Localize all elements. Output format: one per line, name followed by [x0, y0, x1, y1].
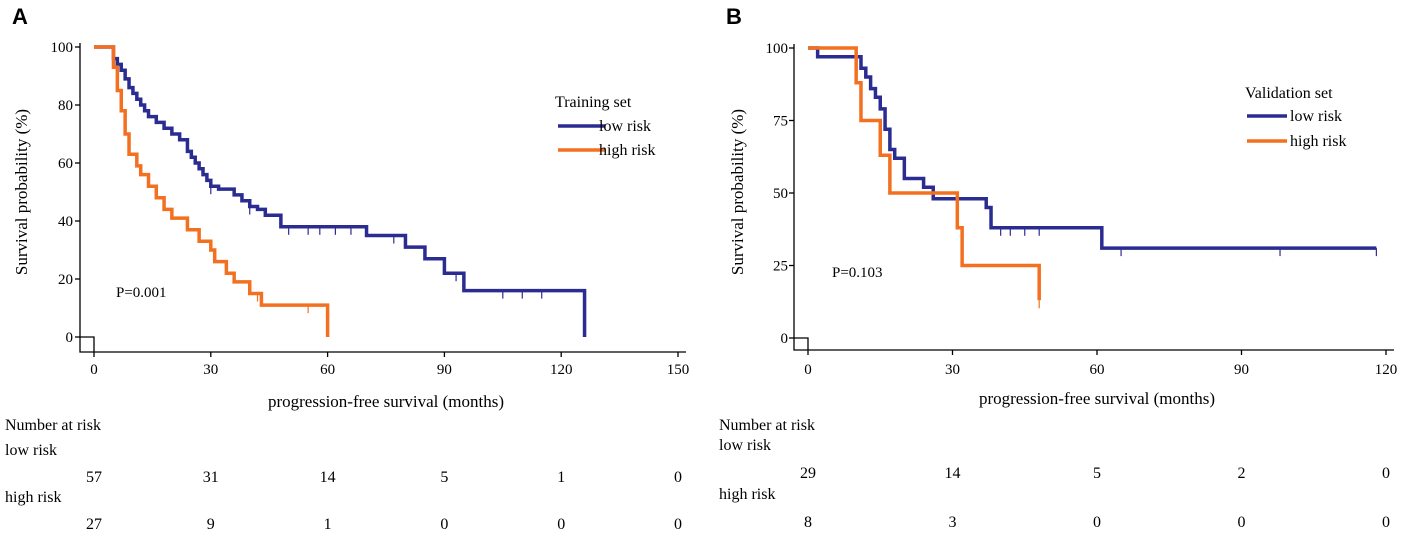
panel-letter-b: B — [726, 4, 742, 29]
risk-group-label-low-risk-b: low risk — [719, 437, 771, 454]
y-tick-label-a: 20 — [58, 272, 73, 288]
panel-letter-a: A — [12, 4, 28, 29]
risk-count-low-risk-b: 2 — [1238, 465, 1246, 482]
risk-count-low-risk-a: 5 — [440, 469, 448, 486]
y-tick-label-b: 25 — [773, 259, 788, 275]
y-tick-label-a: 0 — [66, 330, 74, 346]
risk-count-low-risk-b: 0 — [1382, 465, 1390, 482]
risk-group-label-high-risk-a: high risk — [5, 489, 61, 506]
risk-count-low-risk-a: 14 — [320, 469, 336, 486]
y-tick-label-b: 50 — [773, 186, 788, 202]
legend-title-b: Validation set — [1245, 85, 1333, 102]
risk-count-high-risk-a: 9 — [207, 516, 215, 533]
axes-a — [79, 43, 686, 353]
x-tick-label-b: 0 — [804, 362, 812, 378]
x-tick-label-a: 120 — [550, 362, 573, 378]
x-tick-label-a: 0 — [90, 362, 98, 378]
axes-b — [793, 44, 1394, 351]
y-tick-label-b: 75 — [773, 114, 788, 130]
legend-label-low-risk-b: low risk — [1290, 108, 1342, 125]
risk-count-low-risk-b: 14 — [945, 465, 961, 482]
risk-table-title-a: Number at risk — [5, 417, 101, 434]
legend-title-a: Training set — [555, 94, 632, 111]
y-axis-title-b: Survival probability (%) — [728, 109, 747, 275]
km-curve-high-risk-a — [94, 45, 330, 337]
risk-count-high-risk-a: 1 — [324, 516, 332, 533]
p-value-a: P=0.001 — [116, 285, 167, 301]
y-tick-label-a: 40 — [58, 214, 73, 230]
km-curve-high-risk-b — [808, 46, 1041, 301]
y-tick-label-b: 100 — [766, 41, 789, 57]
p-value-b: P=0.103 — [832, 265, 883, 281]
risk-count-high-risk-b: 3 — [949, 514, 957, 531]
y-axis-title-a: Survival probability (%) — [12, 109, 31, 275]
risk-count-high-risk-a: 0 — [674, 516, 682, 533]
x-tick-label-b: 120 — [1375, 362, 1398, 378]
risk-count-low-risk-a: 0 — [674, 469, 682, 486]
risk-count-high-risk-b: 0 — [1238, 514, 1246, 531]
legend-label-low-risk-a: low risk — [599, 118, 651, 135]
risk-group-label-low-risk-a: low risk — [5, 442, 57, 459]
x-tick-label-a: 60 — [320, 362, 335, 378]
risk-count-low-risk-b: 5 — [1093, 465, 1101, 482]
risk-count-low-risk-a: 57 — [86, 469, 102, 486]
axis-corner-b — [794, 337, 809, 350]
risk-table-title-b: Number at risk — [719, 417, 815, 434]
y-tick-label-a: 100 — [51, 40, 74, 56]
risk-count-low-risk-b: 29 — [800, 465, 816, 482]
risk-count-low-risk-a: 31 — [203, 469, 219, 486]
x-tick-label-a: 150 — [667, 362, 690, 378]
x-axis-title-a: progression-free survival (months) — [268, 392, 504, 411]
risk-count-high-risk-b: 0 — [1382, 514, 1390, 531]
risk-count-high-risk-b: 8 — [804, 514, 812, 531]
km-curve-low-risk-a — [94, 45, 587, 337]
km-curve-low-risk-b — [808, 46, 1377, 250]
x-tick-label-b: 60 — [1090, 362, 1105, 378]
y-tick-label-a: 80 — [58, 98, 73, 114]
risk-group-label-high-risk-b: high risk — [719, 486, 775, 503]
legend-label-high-risk-a: high risk — [599, 142, 655, 159]
x-tick-label-a: 30 — [203, 362, 218, 378]
y-tick-label-a: 60 — [58, 156, 73, 172]
risk-count-high-risk-a: 0 — [440, 516, 448, 533]
risk-count-high-risk-b: 0 — [1093, 514, 1101, 531]
x-tick-label-b: 90 — [1234, 362, 1249, 378]
x-tick-label-b: 30 — [945, 362, 960, 378]
risk-count-high-risk-a: 0 — [557, 516, 565, 533]
x-tick-label-a: 90 — [437, 362, 452, 378]
risk-count-high-risk-a: 27 — [86, 516, 102, 533]
y-tick-label-b: 0 — [781, 331, 789, 347]
x-axis-title-b: progression-free survival (months) — [979, 389, 1215, 408]
axis-corner-a — [80, 336, 95, 352]
risk-count-low-risk-a: 1 — [557, 469, 565, 486]
legend-label-high-risk-b: high risk — [1290, 133, 1346, 150]
